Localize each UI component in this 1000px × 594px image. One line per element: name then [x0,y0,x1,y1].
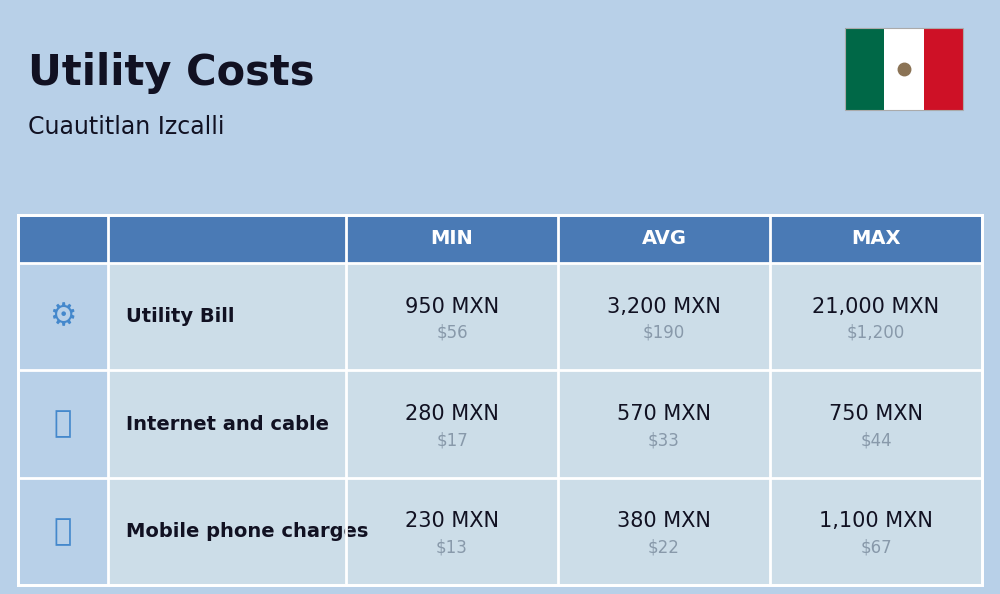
Bar [18,370,108,478]
Text: $13: $13 [436,538,468,557]
Text: $67: $67 [860,538,892,557]
Text: 570 MXN: 570 MXN [617,404,711,424]
Text: Internet and cable: Internet and cable [126,415,329,434]
Text: Mobile phone charges: Mobile phone charges [126,522,368,541]
Text: MIN: MIN [431,229,473,248]
Text: $56: $56 [436,324,468,342]
Bar [18,215,982,263]
Bar [18,263,108,370]
Text: $44: $44 [860,431,892,449]
Bar [884,28,924,110]
Text: ⚙: ⚙ [49,302,77,331]
Bar [845,28,963,110]
Text: 230 MXN: 230 MXN [405,511,499,532]
Bar [18,215,982,585]
Bar [845,28,884,110]
Bar [108,263,982,370]
Text: $33: $33 [648,431,680,449]
Text: 380 MXN: 380 MXN [617,511,711,532]
Text: Cuautitlan Izcalli: Cuautitlan Izcalli [28,115,224,139]
Bar [108,370,982,478]
Text: 280 MXN: 280 MXN [405,404,499,424]
Text: $1,200: $1,200 [847,324,905,342]
Text: $22: $22 [648,538,680,557]
Bar [18,478,108,585]
Text: 📡: 📡 [54,409,72,438]
Text: 950 MXN: 950 MXN [405,296,499,317]
Text: 750 MXN: 750 MXN [829,404,923,424]
Bar [924,28,963,110]
Text: MAX: MAX [851,229,901,248]
Text: 📱: 📱 [54,517,72,546]
Text: $190: $190 [643,324,685,342]
Text: 1,100 MXN: 1,100 MXN [819,511,933,532]
Text: 21,000 MXN: 21,000 MXN [812,296,940,317]
Text: AVG: AVG [642,229,686,248]
Text: 3,200 MXN: 3,200 MXN [607,296,721,317]
Text: Utility Bill: Utility Bill [126,307,234,326]
Text: Utility Costs: Utility Costs [28,52,314,94]
Bar [108,478,982,585]
Text: $17: $17 [436,431,468,449]
